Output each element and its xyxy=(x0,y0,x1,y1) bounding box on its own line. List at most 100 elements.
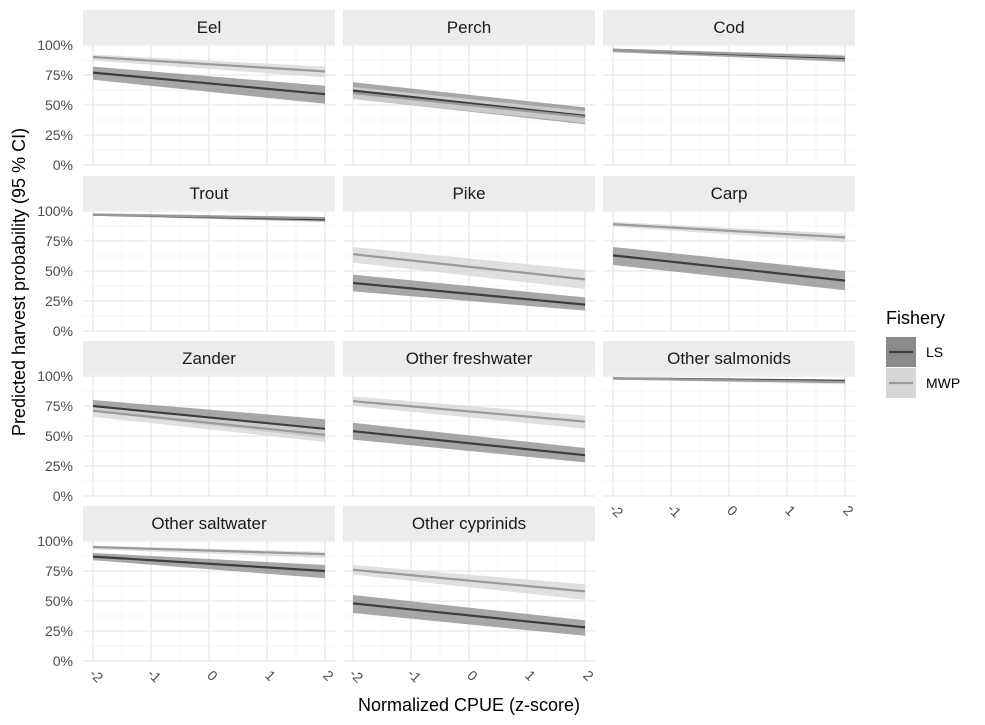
strip-label-trout: Trout xyxy=(189,184,228,203)
y-tick-label: 50% xyxy=(45,97,73,113)
x-tick-label: -1 xyxy=(144,665,164,685)
strip-label-eel: Eel xyxy=(197,18,222,37)
y-tick-label: 75% xyxy=(45,563,73,579)
ci-band-mwp-pike xyxy=(353,247,585,289)
series-line-mwp-zander xyxy=(92,409,326,436)
series-line-ls-other-saltwater xyxy=(92,555,326,573)
series-line-mwp-trout xyxy=(92,213,326,220)
x-tick-label: -2 xyxy=(86,665,106,685)
panel-pike: Pike xyxy=(343,176,595,332)
y-tick-label: 25% xyxy=(45,293,73,309)
panel-trout: Trout 0% 25% 50% 75% 100% xyxy=(37,176,335,339)
panel-other-saltwater: Other saltwater 0% 25% 50% 75% 100% -2 -1 0 1 2 xyxy=(37,506,337,686)
y-tick-label: 50% xyxy=(45,593,73,609)
ci-band-mwp-other-cyprinids xyxy=(353,565,585,600)
series-line-ls-carp xyxy=(612,254,846,282)
strip-cod xyxy=(603,10,855,44)
y-tick-label: 0% xyxy=(53,653,73,669)
panel-cod: Cod xyxy=(603,10,855,166)
x-axis-title: Normalized CPUE (z-score) xyxy=(358,695,580,715)
strip-other-freshwater xyxy=(343,341,595,375)
panel-carp: Carp xyxy=(603,176,855,332)
ci-band-ls-pike xyxy=(353,274,585,311)
y-axis-title: Predicted harvest probability (95 % CI) xyxy=(9,128,29,436)
strip-label-perch: Perch xyxy=(447,18,491,37)
series-line-ls-other-cyprinids xyxy=(352,602,586,629)
strip-label-other-salmonids: Other salmonids xyxy=(667,349,791,368)
x-tick-label: 0 xyxy=(464,667,481,684)
x-tick-label: -1 xyxy=(664,500,684,520)
strip-label-other-saltwater: Other saltwater xyxy=(151,514,267,533)
series-line-ls-perch xyxy=(352,89,586,117)
y-tick-label: 0% xyxy=(53,323,73,339)
x-tick-label: 1 xyxy=(522,667,539,684)
strip-label-other-freshwater: Other freshwater xyxy=(406,349,533,368)
series-line-ls-eel xyxy=(92,71,326,96)
legend-label-ls: LS xyxy=(926,344,943,360)
y-tick-label: 75% xyxy=(45,67,73,83)
strip-label-cod: Cod xyxy=(713,18,744,37)
series-line-ls-other-freshwater xyxy=(352,430,586,457)
series-line-mwp-carp xyxy=(612,223,846,239)
x-tick-label: 0 xyxy=(204,667,221,684)
panel-zander: Zander 0% 25% 50% 75% 100% xyxy=(37,341,335,504)
ci-band-ls-eel xyxy=(93,66,325,104)
legend-title: Fishery xyxy=(886,308,945,328)
ci-band-mwp-other-freshwater xyxy=(353,396,585,429)
y-tick-label: 25% xyxy=(45,127,73,143)
y-tick-label: 0% xyxy=(53,157,73,173)
y-tick-label: 50% xyxy=(45,263,73,279)
strip-other-salmonids xyxy=(603,341,855,375)
series-line-mwp-cod xyxy=(612,48,846,59)
y-tick-label: 100% xyxy=(37,533,73,549)
strip-label-carp: Carp xyxy=(711,184,748,203)
panel-perch: Perch xyxy=(343,10,595,166)
legend-item-ls: LS xyxy=(886,337,943,367)
strip-eel xyxy=(83,10,335,44)
strip-other-cyprinids xyxy=(343,506,595,540)
y-tick-label: 100% xyxy=(37,203,73,219)
panel-other-cyprinids: Other cyprinids -2 -1 0 1 2 xyxy=(343,506,597,686)
strip-label-pike: Pike xyxy=(452,184,485,203)
series-line-mwp-other-salmonids xyxy=(612,377,846,384)
strip-label-other-cyprinids: Other cyprinids xyxy=(412,514,526,533)
y-tick-label: 100% xyxy=(37,368,73,384)
series-line-mwp-pike xyxy=(352,253,586,281)
x-tick-label: 0 xyxy=(724,502,741,519)
series-line-mwp-eel xyxy=(92,55,326,73)
panel-eel: Eel 0% 25% 50% 75% 100% xyxy=(37,10,335,173)
x-tick-label: 1 xyxy=(262,667,279,684)
series-line-ls-pike xyxy=(352,281,586,306)
x-tick-label: 1 xyxy=(782,502,799,519)
strip-other-saltwater xyxy=(83,506,335,540)
x-tick-label: -2 xyxy=(346,665,366,685)
strip-pike xyxy=(343,176,595,210)
y-tick-label: 75% xyxy=(45,398,73,414)
series-line-mwp-perch xyxy=(352,91,586,119)
series-line-ls-zander xyxy=(92,404,326,430)
y-tick-label: 0% xyxy=(53,488,73,504)
legend-label-mwp: MWP xyxy=(926,375,960,391)
x-tick-label: 2 xyxy=(320,667,337,684)
y-tick-label: 75% xyxy=(45,233,73,249)
panel-other-salmonids: Other salmonids -2 -1 0 1 2 xyxy=(603,341,857,521)
series-line-mwp-other-cyprinids xyxy=(352,568,586,593)
panel-other-freshwater: Other freshwater xyxy=(343,341,595,497)
strip-perch xyxy=(343,10,595,44)
x-tick-label: 2 xyxy=(840,502,857,519)
legend: Fishery LS MWP xyxy=(886,308,960,398)
y-tick-label: 50% xyxy=(45,428,73,444)
x-tick-label: -2 xyxy=(606,500,626,520)
y-tick-label: 25% xyxy=(45,458,73,474)
y-tick-label: 100% xyxy=(37,37,73,53)
series-line-mwp-other-saltwater xyxy=(92,545,326,556)
y-tick-label: 25% xyxy=(45,623,73,639)
strip-trout xyxy=(83,176,335,210)
strip-label-zander: Zander xyxy=(182,349,236,368)
strip-carp xyxy=(603,176,855,210)
series-line-mwp-other-freshwater xyxy=(352,400,586,423)
x-tick-label: -1 xyxy=(404,665,424,685)
strip-zander xyxy=(83,341,335,375)
